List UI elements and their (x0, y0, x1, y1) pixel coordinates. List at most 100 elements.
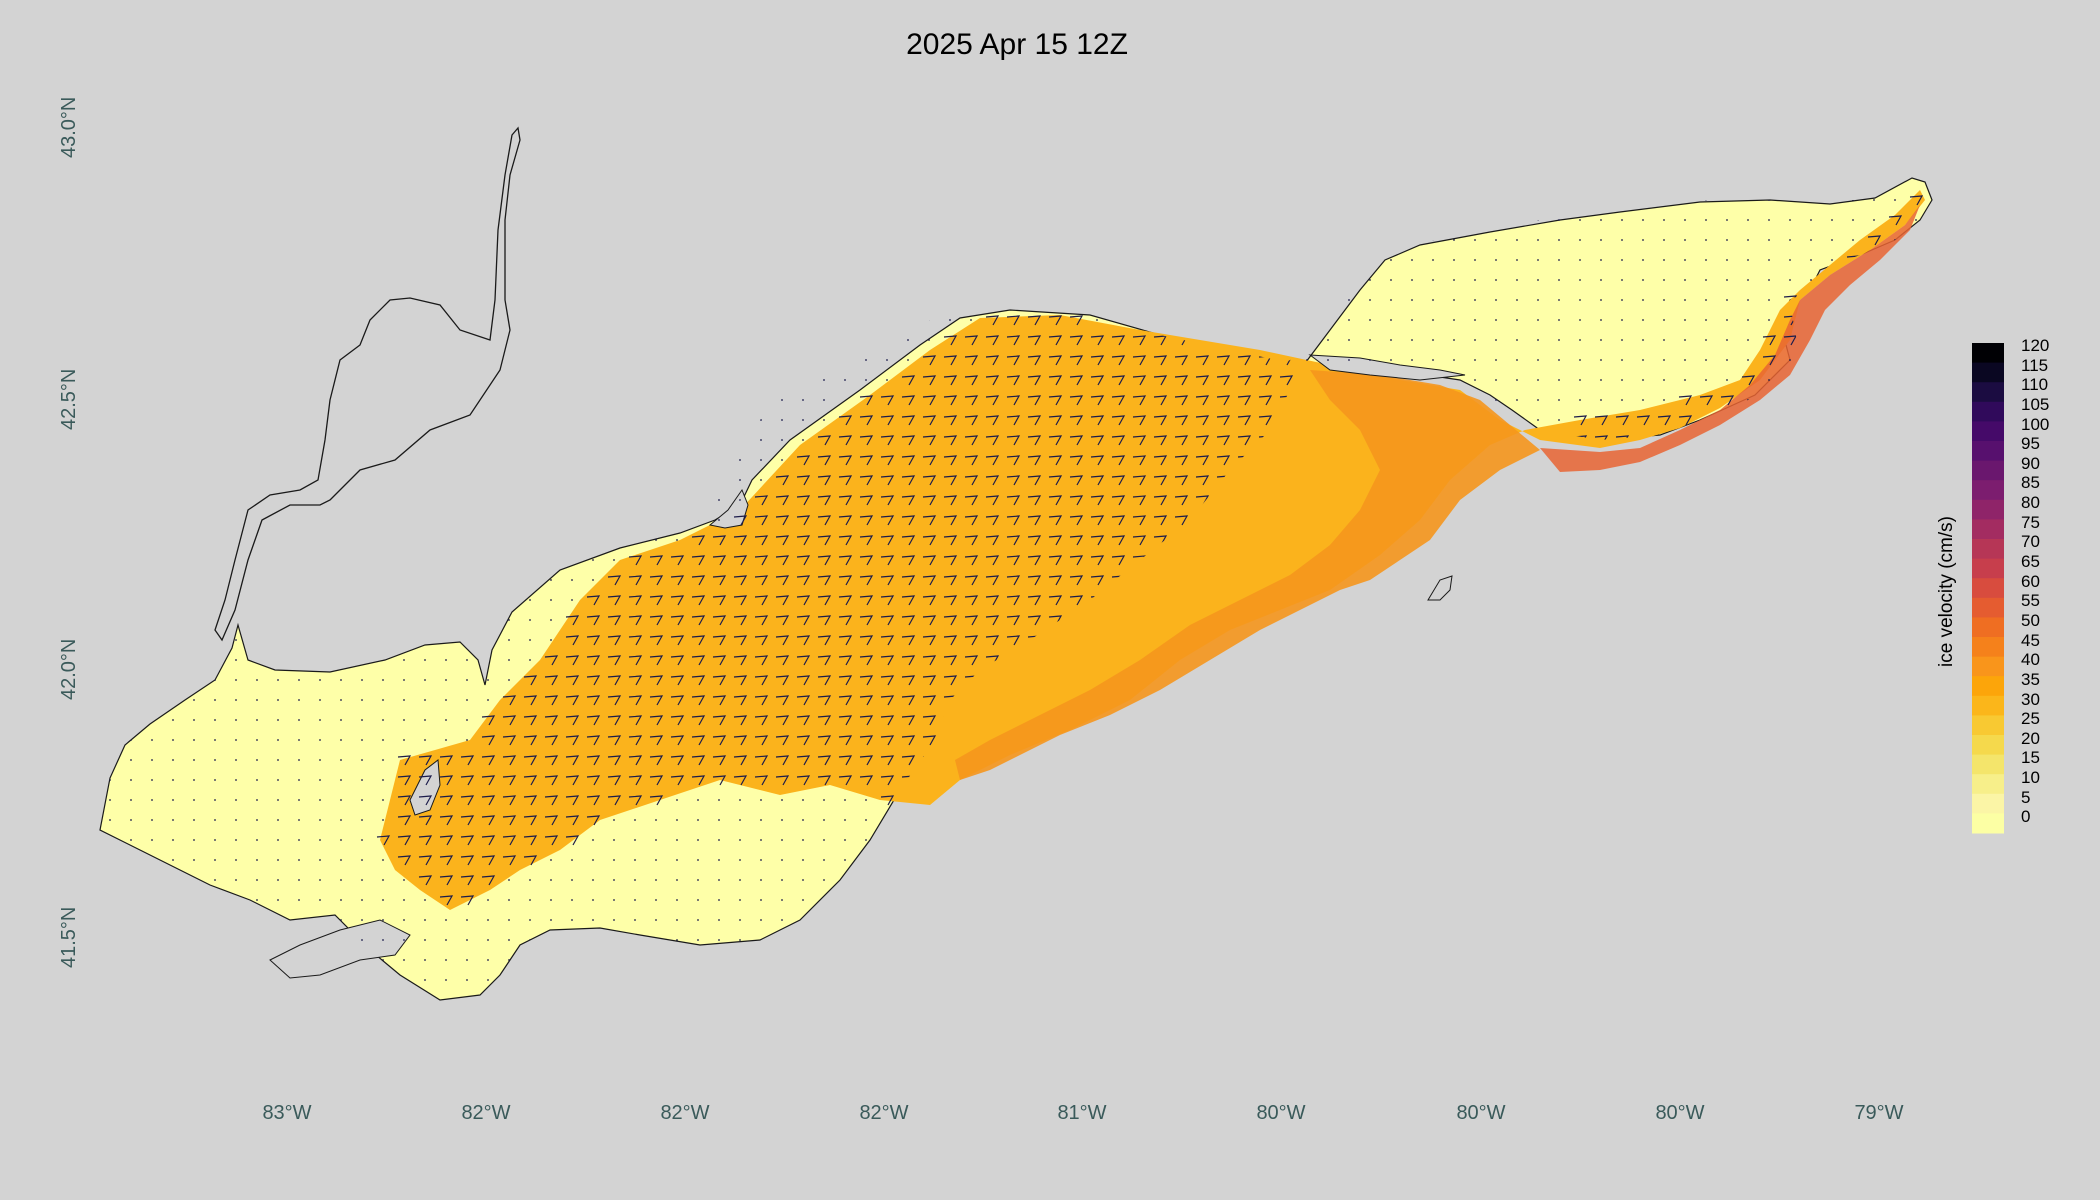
velocity-dot (109, 639, 111, 641)
velocity-dot (1306, 899, 1308, 901)
velocity-dot (1369, 619, 1371, 621)
velocity-dot (1663, 759, 1665, 761)
velocity-dot (1159, 279, 1161, 281)
velocity-dot (256, 679, 258, 681)
velocity-dot (634, 839, 636, 841)
velocity-dot (676, 279, 678, 281)
velocity-arrow (1027, 575, 1042, 586)
velocity-arrow (502, 815, 517, 826)
velocity-dot (1243, 799, 1245, 801)
velocity-dot (1873, 199, 1875, 201)
velocity-dot (1495, 199, 1497, 201)
velocity-dot (1369, 279, 1371, 281)
velocity-dot (1894, 379, 1896, 381)
velocity-dot (1537, 939, 1539, 941)
velocity-dot (1684, 799, 1686, 801)
velocity-arrow (901, 655, 916, 666)
velocity-dot (1642, 719, 1644, 721)
velocity-arrow (1279, 375, 1294, 386)
velocity-dot (277, 279, 279, 281)
velocity-dot (1747, 759, 1749, 761)
velocity-dot (1348, 279, 1350, 281)
velocity-dot (235, 599, 237, 601)
velocity-arrow (439, 775, 454, 786)
velocity-dot (361, 419, 363, 421)
velocity-arrow (1699, 395, 1714, 406)
velocity-dot (634, 539, 636, 541)
velocity-dot (634, 339, 636, 341)
velocity-dot (571, 939, 573, 941)
velocity-arrow (691, 595, 706, 606)
velocity-dot (382, 639, 384, 641)
velocity-dot (1075, 779, 1077, 781)
velocity-dot (277, 259, 279, 261)
velocity-dot (1495, 299, 1497, 301)
velocity-dot (1768, 819, 1770, 821)
velocity-arrow (544, 675, 559, 686)
velocity-arrow (817, 675, 832, 686)
velocity-dot (1411, 679, 1413, 681)
velocity-dot (970, 859, 972, 861)
velocity-dot (508, 659, 510, 661)
velocity-dot (1810, 979, 1812, 981)
velocity-dot (844, 319, 846, 321)
velocity-dot (1096, 239, 1098, 241)
velocity-dot (151, 319, 153, 321)
velocity-dot (1852, 859, 1854, 861)
velocity-dot (718, 939, 720, 941)
velocity-dot (109, 299, 111, 301)
velocity-dot (1789, 899, 1791, 901)
velocity-arrow (586, 715, 601, 726)
velocity-dot (1684, 759, 1686, 761)
velocity-dot (340, 259, 342, 261)
velocity-dot (1810, 219, 1812, 221)
velocity-arrow (817, 555, 832, 566)
velocity-dot (949, 979, 951, 981)
velocity-dot (445, 299, 447, 301)
velocity-dot (130, 699, 132, 701)
velocity-dot (403, 219, 405, 221)
velocity-dot (529, 619, 531, 621)
velocity-dot (928, 339, 930, 341)
velocity-dot (949, 799, 951, 801)
velocity-dot (1495, 839, 1497, 841)
velocity-dot (277, 899, 279, 901)
velocity-dot (949, 199, 951, 201)
velocity-dot (445, 579, 447, 581)
velocity-arrow (1006, 615, 1021, 626)
velocity-dot (256, 399, 258, 401)
velocity-dot (592, 319, 594, 321)
velocity-dot (1453, 319, 1455, 321)
velocity-dot (235, 679, 237, 681)
velocity-dot (1873, 959, 1875, 961)
velocity-dot (697, 979, 699, 981)
velocity-dot (1474, 719, 1476, 721)
velocity-dot (109, 239, 111, 241)
velocity-dot (1432, 199, 1434, 201)
velocity-arrow (1048, 515, 1063, 526)
velocity-dot (172, 719, 174, 721)
colorbar-swatch (1972, 539, 2004, 560)
velocity-dot (1243, 879, 1245, 881)
velocity-dot (1810, 839, 1812, 841)
velocity-arrow (1069, 355, 1084, 366)
velocity-arrow (838, 715, 853, 726)
velocity-dot (298, 839, 300, 841)
velocity-arrow (481, 795, 496, 806)
velocity-dot (1474, 679, 1476, 681)
velocity-dot (550, 939, 552, 941)
velocity-arrow (733, 755, 748, 766)
velocity-arrow (523, 775, 538, 786)
velocity-arrow (1027, 535, 1042, 546)
velocity-dot (1894, 579, 1896, 581)
velocity-arrow (838, 435, 853, 446)
colorbar-tick-label: 75 (2021, 512, 2040, 532)
velocity-dot (1306, 759, 1308, 761)
velocity-dot (928, 299, 930, 301)
velocity-dot (1411, 979, 1413, 981)
velocity-dot (571, 599, 573, 601)
velocity-arrow (922, 535, 937, 546)
velocity-dot (424, 259, 426, 261)
velocity-dot (403, 659, 405, 661)
velocity-dot (1684, 539, 1686, 541)
